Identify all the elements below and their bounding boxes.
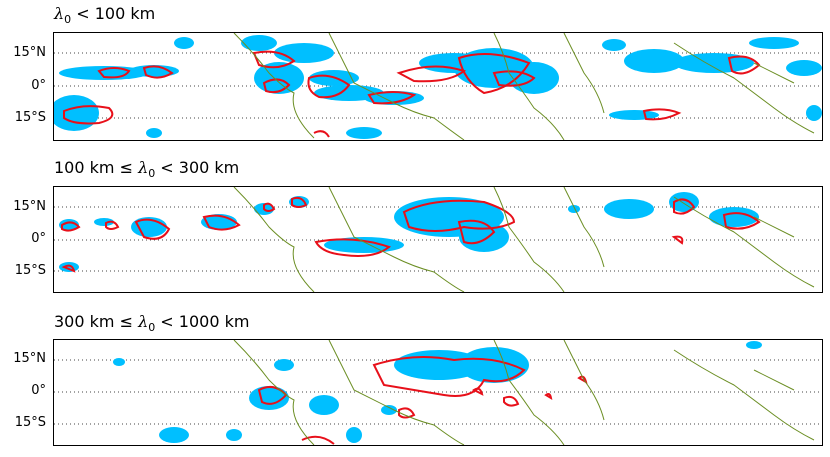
panel-1-map-svg: [54, 33, 822, 140]
convective-fill: [113, 341, 762, 443]
panel-1-lat-label-0: 0°: [31, 78, 46, 93]
panel-1-lat-label-15n: 15°N: [13, 45, 46, 60]
convective-fill: [59, 192, 759, 272]
panel-2-lat-label-15s: 15°S: [14, 263, 46, 278]
panel-2-title: 100 km ≤ λ0 < 300 km: [54, 158, 240, 181]
panel-3-map-svg: [54, 340, 822, 445]
panel-3-lat-label-0: 0°: [31, 383, 46, 398]
panel-2-map-svg: [54, 187, 822, 292]
panel-1-lat-label-15s: 15°S: [14, 110, 46, 125]
panel-1-title: λ0 < 100 km: [54, 4, 156, 27]
panel-3-lat-label-15n: 15°N: [13, 351, 46, 366]
panel-1-map: [53, 32, 823, 141]
coastlines: [233, 33, 815, 140]
convective-fill: [54, 35, 822, 139]
coastlines: [233, 340, 815, 445]
panel-3-lat-label-15s: 15°S: [14, 415, 46, 430]
coastlines: [233, 187, 815, 292]
gridlines: [54, 52, 822, 119]
panel-3-title: 300 km ≤ λ0 < 1000 km: [54, 312, 250, 335]
panel-2-map: [53, 186, 823, 293]
contours: [61, 196, 761, 273]
panel-2-lat-label-15n: 15°N: [13, 199, 46, 214]
contours: [63, 50, 761, 138]
panel-2-lat-label-0: 0°: [31, 231, 46, 246]
panel-3-map: [53, 339, 823, 446]
